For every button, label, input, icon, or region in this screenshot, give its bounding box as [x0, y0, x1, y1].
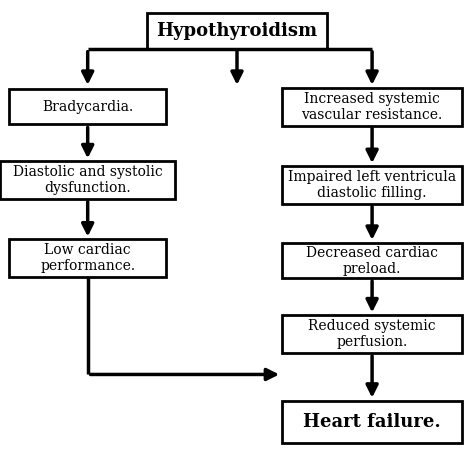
FancyBboxPatch shape — [282, 243, 462, 279]
Text: Increased systemic
vascular resistance.: Increased systemic vascular resistance. — [301, 91, 443, 122]
Text: Bradycardia.: Bradycardia. — [42, 100, 133, 114]
FancyBboxPatch shape — [9, 89, 166, 124]
FancyBboxPatch shape — [282, 315, 462, 353]
FancyBboxPatch shape — [147, 13, 327, 49]
FancyBboxPatch shape — [282, 88, 462, 126]
FancyBboxPatch shape — [9, 239, 166, 277]
Text: Diastolic and systolic
dysfunction.: Diastolic and systolic dysfunction. — [13, 165, 163, 195]
Text: Hypothyroidism: Hypothyroidism — [156, 22, 318, 40]
Text: Reduced systemic
perfusion.: Reduced systemic perfusion. — [308, 319, 436, 349]
Text: Decreased cardiac
preload.: Decreased cardiac preload. — [306, 246, 438, 276]
Text: Heart failure.: Heart failure. — [303, 413, 441, 431]
Text: Impaired left ventricula
diastolic filling.: Impaired left ventricula diastolic filli… — [288, 170, 456, 200]
FancyBboxPatch shape — [282, 166, 462, 204]
Text: Low cardiac
performance.: Low cardiac performance. — [40, 243, 135, 273]
FancyBboxPatch shape — [0, 161, 175, 199]
FancyBboxPatch shape — [282, 401, 462, 443]
